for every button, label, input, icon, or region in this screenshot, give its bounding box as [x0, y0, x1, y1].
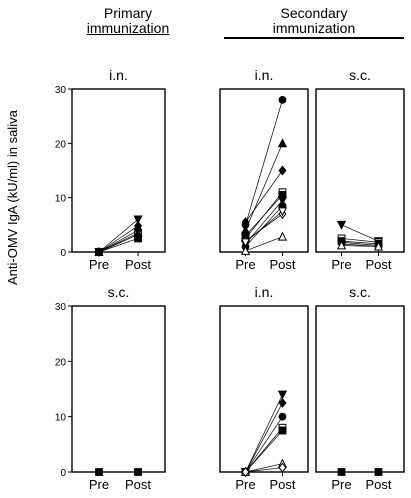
- data-point-post: [133, 215, 143, 225]
- data-point-post: [278, 95, 287, 104]
- primary-immunization-header: Primary immunization: [72, 6, 184, 36]
- x-tick-label: Post: [125, 477, 151, 492]
- series-line: [245, 467, 283, 473]
- panel-title: s.c.: [108, 284, 130, 300]
- series-line: [245, 210, 283, 243]
- x-tick-label: Post: [125, 257, 151, 272]
- series-line: [245, 99, 283, 225]
- x-tick-label: Pre: [89, 477, 109, 492]
- data-point-post: [278, 165, 287, 176]
- secondary-header-line2: immunization: [272, 20, 356, 36]
- primary-header-line1: Primary: [103, 5, 153, 21]
- y-tick-label: 30: [55, 302, 67, 313]
- data-point-pre: [241, 217, 250, 228]
- series-line: [98, 219, 139, 253]
- data-point-post: [373, 241, 384, 251]
- series-line: [245, 205, 283, 247]
- data-point-post: [374, 468, 383, 476]
- panel-frame: [71, 305, 166, 473]
- y-tick-label: 0: [60, 468, 66, 479]
- series-line: [341, 241, 379, 246]
- series-line: [245, 416, 283, 473]
- panel-frame: [315, 305, 405, 473]
- panel-3: s.c. Pre Post: [315, 67, 405, 272]
- series-line: [341, 245, 379, 247]
- data-point-pre: [336, 240, 347, 250]
- y-tick-label: 10: [55, 194, 67, 205]
- x-tick-label: Pre: [89, 257, 109, 272]
- data-point-post: [278, 462, 287, 473]
- x-tick-label: Pre: [235, 477, 255, 492]
- x-tick-label: Post: [269, 257, 295, 272]
- y-tick-label: 30: [55, 85, 67, 96]
- panel-title: s.c.: [349, 67, 371, 83]
- data-point-pre: [241, 467, 250, 477]
- series-line: [245, 394, 283, 473]
- panel-5: i.n. Pre Post: [219, 284, 309, 492]
- panel-title: i.n.: [255, 284, 274, 300]
- x-tick-label: Post: [269, 477, 295, 492]
- data-point-pre: [94, 246, 104, 256]
- y-tick-label: 20: [55, 357, 67, 368]
- primary-header-line2: immunization: [86, 20, 170, 36]
- data-point-pre: [95, 468, 103, 476]
- x-tick-label: Pre: [235, 257, 255, 272]
- data-point-pre: [336, 220, 347, 230]
- data-point-pre: [240, 238, 251, 248]
- panel-frame: [219, 305, 309, 473]
- series-line: [98, 238, 139, 253]
- series-line: [245, 236, 283, 252]
- secondary-header-line1: Secondary: [280, 5, 348, 21]
- series-line: [98, 229, 139, 253]
- series-line: [245, 402, 283, 473]
- panel-6: s.c. Pre Post: [315, 284, 405, 492]
- series-line: [98, 232, 139, 253]
- data-point-post: [278, 412, 287, 421]
- x-tick-label: Pre: [331, 257, 351, 272]
- panel-title: s.c.: [349, 284, 371, 300]
- panel-frame: [71, 88, 166, 253]
- series-line: [245, 194, 283, 236]
- panel-1: i.n. 0 10 20 30 Pre Post: [55, 67, 166, 272]
- data-point-post: [277, 196, 288, 206]
- data-point-post: [277, 138, 288, 148]
- series-line: [245, 430, 283, 473]
- panel-title: i.n.: [255, 67, 274, 83]
- secondary-header-rule: [224, 37, 404, 39]
- series-line: [245, 170, 283, 223]
- data-point-pre: [240, 245, 251, 255]
- series-line: [341, 238, 379, 243]
- data-point-pre: [337, 468, 346, 476]
- y-tick-label: 10: [55, 413, 67, 424]
- data-point-post: [277, 231, 288, 241]
- secondary-immunization-header: Secondary immunization: [224, 6, 404, 36]
- panel-frame: [315, 88, 405, 253]
- panel-2: i.n. Pre Post: [219, 67, 309, 272]
- series-line: [245, 143, 283, 231]
- data-point-post: [277, 390, 288, 400]
- series-line: [341, 240, 379, 245]
- y-tick-label: 20: [55, 139, 67, 150]
- x-tick-label: Pre: [331, 477, 351, 492]
- data-point-post: [278, 426, 287, 435]
- series-line: [98, 225, 139, 253]
- data-point-post: [278, 397, 287, 408]
- panel-frame: [219, 88, 309, 253]
- series-line: [245, 463, 283, 473]
- x-tick-label: Post: [365, 477, 391, 492]
- series-line: [341, 224, 379, 242]
- data-point-post: [133, 227, 143, 237]
- panel-4: s.c. 0 10 20 30 Pre Post: [55, 284, 166, 492]
- panel-title: i.n.: [109, 67, 128, 83]
- data-point-post: [277, 207, 288, 217]
- x-tick-label: Post: [365, 257, 391, 272]
- data-point-post: [134, 468, 142, 476]
- y-tick-label: 0: [60, 248, 66, 259]
